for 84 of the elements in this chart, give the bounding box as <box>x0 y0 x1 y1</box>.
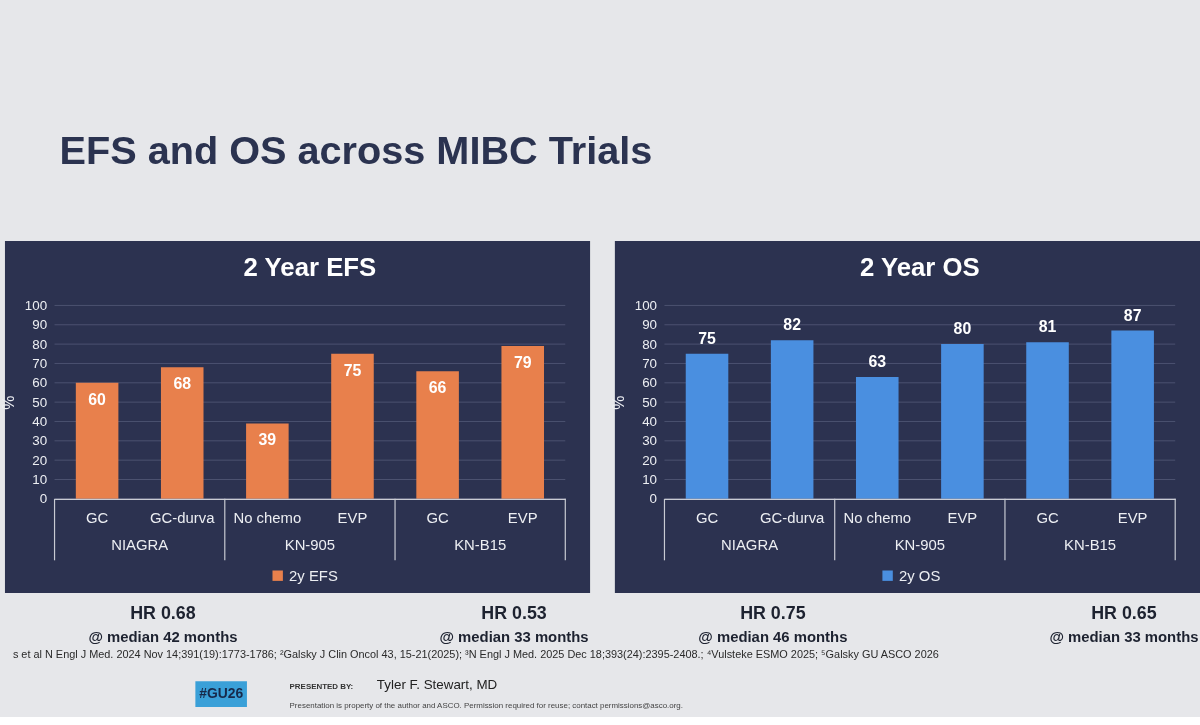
text: HR 0.75 <box>740 602 806 623</box>
x-tick-label: GC <box>85 510 109 527</box>
data-label: 63 <box>868 353 887 371</box>
data-label: 80 <box>953 320 972 338</box>
y-tick-label: 90 <box>32 317 48 333</box>
bar <box>501 346 545 499</box>
text: Tyler F. Stewart, MD <box>376 677 498 693</box>
y-tick-label: 40 <box>32 413 48 429</box>
text: @ median 42 months <box>88 628 238 645</box>
x-tick-label: GC-durva <box>150 510 216 527</box>
text: Presentation is property of the author and ASCO. Permission required for reuse; contact permissions@asco.org. <box>289 701 683 711</box>
bar <box>416 371 459 499</box>
text: NIAGRA <box>721 537 779 554</box>
text: KN-B15 <box>454 537 507 554</box>
bar <box>770 340 814 499</box>
legend-label: 2y OS <box>899 567 941 584</box>
y-tick-label: 10 <box>642 471 658 487</box>
text: HR 0.53 <box>481 602 547 623</box>
text: HR 0.65 <box>1091 602 1157 623</box>
bar <box>685 353 729 499</box>
bar <box>941 344 984 499</box>
text: @ median 46 months <box>698 628 848 645</box>
x-tick-label: EVP <box>947 510 978 527</box>
legend-label: 2y EFS <box>289 567 338 584</box>
y-tick-label: 20 <box>32 452 48 468</box>
x-tick-label: GC <box>1036 510 1059 527</box>
y-tick-label: 70 <box>642 355 658 371</box>
data-label: 75 <box>343 361 362 379</box>
data-label: 66 <box>428 379 447 397</box>
bar <box>1111 330 1154 499</box>
y-tick-label: 30 <box>642 433 658 449</box>
x-tick-label: GC <box>426 510 450 527</box>
text: PRESENTED BY: <box>289 682 354 692</box>
data-label: 82 <box>783 316 802 334</box>
text: KN-B15 <box>1064 537 1117 554</box>
y-tick-label: 90 <box>642 317 658 333</box>
bar <box>855 377 899 499</box>
y-tick-label: 70 <box>32 355 48 371</box>
x-tick-label: GC-durva <box>759 510 826 527</box>
y-tick-label: 60 <box>642 375 658 391</box>
text: KN-905 <box>894 537 946 554</box>
bar <box>160 367 204 499</box>
data-label: 75 <box>698 329 717 347</box>
data-label: 39 <box>258 431 277 449</box>
text: NIAGRA <box>111 537 169 554</box>
y-tick-label: 50 <box>642 394 658 410</box>
text: @ median 33 months <box>1049 628 1199 645</box>
y-tick-label: 40 <box>642 413 658 429</box>
data-label: 68 <box>173 375 192 393</box>
bar <box>331 353 374 499</box>
y-tick-label: 10 <box>32 471 48 487</box>
data-label: 81 <box>1038 318 1057 336</box>
x-tick-label: EVP <box>337 510 368 527</box>
x-tick-label: No chemo <box>233 510 302 527</box>
text: s et al N Engl J Med. 2024 Nov 14;391(19):1773-1786; ²Galsky J Clin Oncol 43, 15-21(2025); ³N Engl J Med. 2025 Dec 18;393(24):2395-2408.; ⁴Vulsteke ESMO 2025; ⁵Galsky GU ASCO 2026 <box>12 647 939 660</box>
chart-title: 2 Year OS <box>859 252 980 281</box>
data-label: 87 <box>1123 306 1142 324</box>
x-tick-label: GC <box>695 510 719 527</box>
y-tick-label: 0 <box>39 491 48 507</box>
y-tick-label: 50 <box>32 394 48 410</box>
y-tick-label: 60 <box>32 375 48 391</box>
y-tick-label: 20 <box>642 452 658 468</box>
bar <box>246 423 289 499</box>
y-axis-title: % <box>609 395 627 410</box>
data-label: 79 <box>513 353 532 371</box>
text: EFS and OS across MIBC Trials <box>59 127 653 172</box>
y-tick-label: 80 <box>32 336 48 352</box>
x-tick-label: No chemo <box>843 510 912 527</box>
y-tick-label: 30 <box>32 433 48 449</box>
text: @ median 33 months <box>439 628 589 645</box>
x-tick-label: EVP <box>507 510 538 527</box>
y-tick-label: 100 <box>634 297 658 313</box>
text: HR 0.68 <box>130 602 196 623</box>
chart-title: 2 Year EFS <box>243 252 377 281</box>
text: KN-905 <box>284 537 336 554</box>
y-tick-label: 100 <box>24 297 48 313</box>
x-tick-label: EVP <box>1117 510 1148 527</box>
bar <box>75 382 119 499</box>
y-tick-label: 80 <box>642 336 658 352</box>
text: #GU26 <box>199 685 244 702</box>
y-axis-title: % <box>0 395 17 410</box>
y-tick-label: 0 <box>649 491 658 507</box>
data-label: 60 <box>88 390 107 408</box>
bar <box>1026 342 1069 499</box>
